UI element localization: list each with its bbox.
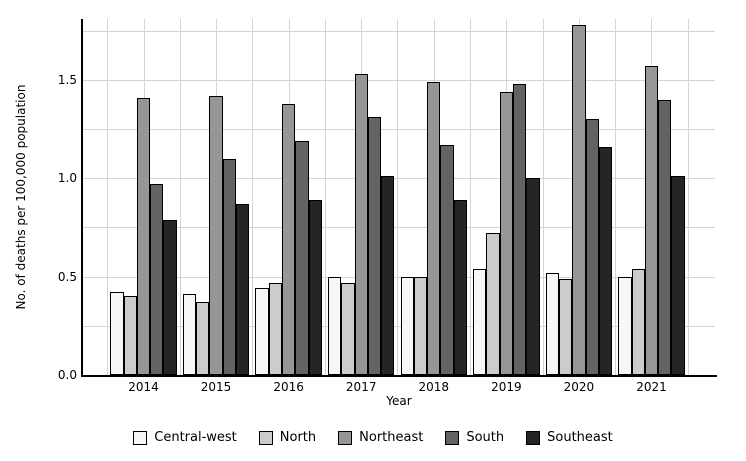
bar-northeast-2015 xyxy=(209,95,223,375)
bar-south-2016 xyxy=(295,140,309,375)
bar-north-2020 xyxy=(558,278,573,375)
h-gridline xyxy=(83,79,715,81)
bar-south-2014 xyxy=(150,184,164,375)
h-gridline xyxy=(83,276,715,278)
x-tick-label-2017: 2017 xyxy=(345,380,377,394)
bar-south-2021 xyxy=(658,99,672,375)
x-axis-title: Year xyxy=(386,394,412,408)
bar-northeast-2014 xyxy=(136,97,151,375)
x-axis-line xyxy=(81,375,717,377)
bar-southeast-2015 xyxy=(236,203,250,375)
bar-south-2019 xyxy=(513,83,527,375)
legend-label: Southeast xyxy=(547,430,613,445)
bar-northeast-2021 xyxy=(644,66,659,375)
bar-northeast-2016 xyxy=(281,103,296,375)
h-gridline xyxy=(83,178,715,180)
v-gridline xyxy=(470,19,472,375)
legend-label: Northeast xyxy=(359,430,424,445)
v-gridline xyxy=(107,19,109,375)
y-tick-label: 1.5 xyxy=(57,72,77,87)
y-tick-label: 0.0 xyxy=(57,368,77,382)
x-tick-label-2015: 2015 xyxy=(200,380,232,394)
x-tick-label-2018: 2018 xyxy=(418,380,450,394)
bar-southeast-2016 xyxy=(308,199,322,375)
legend-swatch-icon xyxy=(445,430,460,445)
bar-central-west-2017 xyxy=(327,276,342,375)
bar-southeast-2021 xyxy=(671,176,685,375)
bar-northeast-2020 xyxy=(572,24,586,375)
bar-central-west-2015 xyxy=(182,294,197,375)
x-tick-label-2014: 2014 xyxy=(128,380,159,394)
bar-southeast-2014 xyxy=(163,219,177,375)
x-tick-label-2016: 2016 xyxy=(273,380,304,394)
h-gridline xyxy=(83,325,715,327)
bar-south-2020 xyxy=(585,119,599,375)
bar-north-2019 xyxy=(486,233,500,375)
y-axis-line xyxy=(81,19,83,377)
legend-label: South xyxy=(466,430,505,445)
x-tick-label-2020: 2020 xyxy=(563,380,595,394)
legend-item-northeast: Northeast xyxy=(338,430,423,445)
bar-north-2016 xyxy=(268,282,282,375)
bar-south-2015 xyxy=(222,158,237,375)
v-gridline xyxy=(397,19,399,375)
bar-northeast-2019 xyxy=(499,91,513,375)
bar-north-2015 xyxy=(196,302,210,375)
bar-southeast-2019 xyxy=(526,178,540,375)
bar-north-2018 xyxy=(413,276,428,375)
legend-swatch-icon xyxy=(258,430,273,445)
x-tick-label-2021: 2021 xyxy=(636,380,667,394)
legend-label: Central-west xyxy=(154,430,237,445)
v-gridline xyxy=(252,19,254,375)
h-gridline xyxy=(83,227,715,229)
legend-item-central-west: Central-west xyxy=(133,430,237,445)
bar-north-2017 xyxy=(341,282,355,375)
v-gridline xyxy=(687,19,689,375)
h-gridline xyxy=(83,129,715,131)
y-tick-label: 1.0 xyxy=(57,171,77,186)
bar-northeast-2018 xyxy=(427,81,441,375)
legend-label: North xyxy=(279,430,317,445)
bar-central-west-2016 xyxy=(255,288,269,375)
bar-central-west-2020 xyxy=(545,272,559,375)
legend-item-north: North xyxy=(258,430,317,445)
legend: Central-west North Northeast South Southeast xyxy=(0,430,746,445)
y-tick-label: 0.5 xyxy=(57,269,77,284)
bar-central-west-2014 xyxy=(110,292,124,375)
v-gridline xyxy=(179,19,181,375)
bar-southeast-2018 xyxy=(453,199,468,375)
bar-north-2021 xyxy=(631,268,645,375)
bar-northeast-2017 xyxy=(354,74,368,375)
v-gridline xyxy=(615,19,617,375)
v-gridline xyxy=(324,19,326,375)
bar-north-2014 xyxy=(123,296,137,375)
bar-central-west-2019 xyxy=(473,268,487,375)
bar-southeast-2020 xyxy=(598,146,613,375)
bar-southeast-2017 xyxy=(381,176,395,375)
bar-central-west-2021 xyxy=(618,276,632,375)
legend-swatch-icon xyxy=(133,430,148,445)
v-gridline xyxy=(542,19,544,375)
legend-swatch-icon xyxy=(526,430,541,445)
x-tick-label-2019: 2019 xyxy=(491,380,522,394)
bar-central-west-2018 xyxy=(400,276,414,375)
y-axis-title: No. of deaths per 100,000 population xyxy=(14,84,28,310)
legend-item-south: South xyxy=(445,430,504,445)
bar-south-2018 xyxy=(440,144,454,375)
plot-area xyxy=(83,19,715,375)
bar-south-2017 xyxy=(367,117,382,375)
h-gridline xyxy=(83,30,715,32)
legend-swatch-icon xyxy=(338,430,353,445)
legend-item-southeast: Southeast xyxy=(526,430,613,445)
